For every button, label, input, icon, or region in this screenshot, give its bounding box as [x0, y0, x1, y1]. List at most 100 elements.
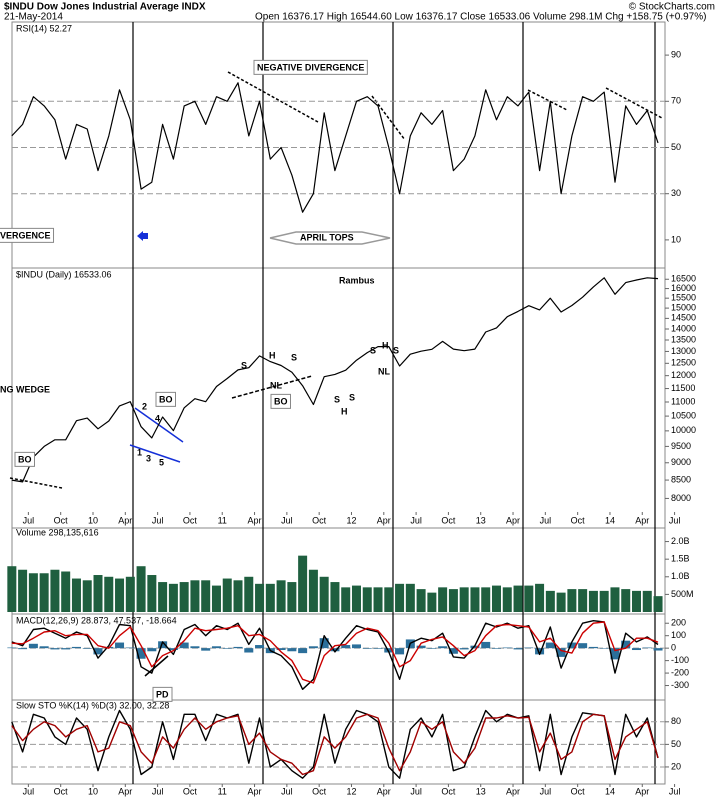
x-tick-label: Oct — [441, 515, 456, 525]
bar — [28, 573, 38, 612]
bar — [136, 566, 146, 612]
y-tick-label: 0 — [671, 643, 676, 653]
bar — [448, 648, 458, 654]
bar — [438, 646, 448, 649]
x-tick-label: Apr — [248, 515, 262, 525]
header-source: © StockCharts.com — [629, 2, 715, 13]
x-tick-label: Jul — [410, 515, 422, 525]
header-title: $INDU Dow Jones Industrial Average INDX — [4, 2, 206, 13]
x-tick-label: Apr — [635, 786, 649, 796]
y-tick-label: 20 — [671, 761, 681, 771]
bar — [481, 641, 491, 649]
y-tick-label: 80 — [671, 716, 681, 726]
annotation: 5 — [159, 457, 164, 467]
bar — [50, 569, 60, 612]
bar — [308, 646, 318, 649]
bar — [384, 587, 394, 612]
x-tick-label: 11 — [218, 786, 227, 796]
bar — [545, 590, 555, 612]
annotation: Rambus — [339, 275, 375, 285]
series-line — [11, 713, 659, 776]
y-tick-label: 30 — [671, 188, 681, 198]
x-tick-label: Oct — [571, 786, 586, 796]
annotation-box — [14, 451, 35, 467]
annotation: BO — [274, 396, 288, 406]
panel-title: RSI(14) 52.27 — [16, 23, 72, 33]
x-tick-label: Jul — [669, 786, 681, 796]
bar — [556, 648, 566, 657]
bar — [341, 645, 351, 649]
y-tick-label: 70 — [671, 96, 681, 106]
series-line — [11, 620, 659, 690]
bar — [244, 576, 254, 612]
bar — [298, 555, 308, 612]
x-tick-label: 11 — [218, 515, 227, 525]
bar — [319, 638, 329, 649]
bar — [395, 583, 405, 612]
y-tick-label: 16500 — [671, 274, 696, 284]
x-tick-label: Apr — [506, 786, 520, 796]
bar — [211, 585, 221, 612]
bar — [50, 648, 60, 650]
x-tick-label: Oct — [54, 515, 69, 525]
x-tick-label: Jul — [23, 515, 35, 525]
bar — [115, 578, 125, 612]
y-tick-label: 13500 — [671, 334, 696, 344]
bar — [233, 580, 243, 612]
x-tick-label: Oct — [183, 515, 198, 525]
bar — [158, 582, 168, 612]
annotation: VERGENCE — [0, 230, 51, 240]
bar — [653, 596, 663, 612]
bar — [373, 648, 383, 649]
series-line — [11, 82, 659, 213]
bar — [588, 646, 598, 649]
annotation: NL — [270, 380, 282, 390]
bar — [82, 580, 92, 612]
bar — [513, 585, 523, 612]
bar — [276, 580, 286, 612]
x-tick-label: Jul — [669, 515, 681, 525]
bar — [599, 590, 609, 612]
bar — [610, 648, 620, 660]
bar — [459, 587, 469, 612]
y-tick-label: 8000 — [671, 493, 691, 503]
y-tick-label: 10500 — [671, 410, 696, 420]
annotation: S — [370, 345, 376, 355]
bar — [351, 644, 361, 649]
trend-lines — [9, 71, 663, 677]
bar — [190, 646, 200, 649]
bar — [71, 646, 81, 649]
bar — [61, 648, 71, 650]
annotation-box — [270, 393, 291, 409]
bar — [362, 587, 372, 612]
y-tick-label: -300 — [671, 680, 689, 690]
annotation: S — [241, 360, 247, 370]
bar — [513, 648, 523, 650]
annotation: NEGATIVE DIVERGENCE — [257, 62, 364, 72]
y-tick-label: 14000 — [671, 323, 696, 333]
bar — [653, 648, 663, 651]
y-tick-label: 8500 — [671, 474, 691, 484]
x-tick-label: Jul — [410, 786, 422, 796]
annotation: H — [382, 340, 389, 350]
y-tick-label: 90 — [671, 49, 681, 59]
x-tick-label: 13 — [476, 786, 486, 796]
bar — [642, 647, 652, 649]
panel-title: MACD(12,26,9) 28.873, 47.537, -18.664 — [16, 615, 177, 625]
y-tick-label: 2.0B — [671, 536, 690, 546]
bar — [233, 646, 243, 649]
annotation: 4 — [155, 413, 160, 423]
x-tick-label: Oct — [571, 515, 586, 525]
bar — [491, 585, 501, 612]
y-tick-label: 1.0B — [671, 571, 690, 581]
bar — [470, 587, 480, 612]
bar — [244, 648, 254, 653]
bar — [287, 648, 297, 652]
bar — [28, 643, 38, 649]
x-tick-label: Apr — [635, 515, 649, 525]
y-tick-label: 10 — [671, 234, 681, 244]
y-tick-label: 16000 — [671, 283, 696, 293]
bar — [222, 578, 232, 612]
bar — [190, 580, 200, 612]
